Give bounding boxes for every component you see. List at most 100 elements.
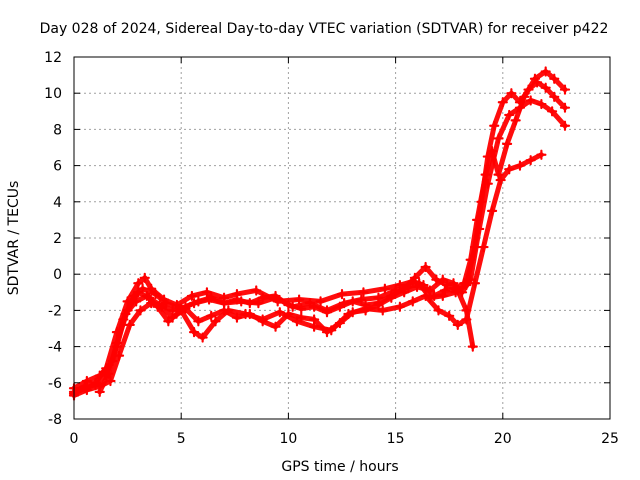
data-point-marker xyxy=(493,169,504,180)
data-point-marker xyxy=(347,296,358,307)
data-point-marker xyxy=(514,160,526,171)
data-point-marker xyxy=(373,298,384,309)
y-tick-label: -6 xyxy=(48,376,62,392)
data-point-marker xyxy=(167,305,178,316)
data-point-marker xyxy=(409,272,420,283)
data-point-marker xyxy=(514,102,526,113)
data-point-marker xyxy=(486,205,498,216)
data-point-marker xyxy=(334,317,345,329)
data-point-marker xyxy=(294,294,305,305)
data-point-marker xyxy=(103,368,114,379)
data-point-marker xyxy=(377,305,388,316)
data-point-marker xyxy=(394,301,405,312)
data-point-marker xyxy=(360,299,371,311)
y-tick-label: -8 xyxy=(48,412,62,428)
data-point-marker xyxy=(437,290,448,302)
data-point-marker xyxy=(547,106,558,117)
data-point-marker xyxy=(135,305,146,316)
data-point-marker xyxy=(504,164,515,175)
data-point-marker xyxy=(489,120,500,131)
data-point-marker xyxy=(549,73,560,84)
y-tick-label: -4 xyxy=(48,340,62,356)
data-point-marker xyxy=(474,223,485,235)
data-point-marker xyxy=(506,88,517,99)
x-tick-label: 25 xyxy=(601,431,619,447)
data-point-marker xyxy=(495,174,506,186)
data-point-marker xyxy=(321,307,333,318)
data-point-marker xyxy=(347,307,358,318)
data-point-marker xyxy=(379,283,390,294)
data-point-marker xyxy=(465,274,476,285)
data-point-marker xyxy=(154,299,165,311)
data-point-marker xyxy=(94,386,105,397)
data-point-marker xyxy=(540,66,551,77)
data-point-marker xyxy=(105,375,116,387)
data-point-marker xyxy=(283,299,294,311)
data-point-marker xyxy=(336,289,348,300)
data-point-marker xyxy=(497,97,508,108)
data-point-marker xyxy=(81,384,92,396)
data-point-marker xyxy=(124,319,135,330)
data-point-marker xyxy=(478,241,489,253)
data-point-marker xyxy=(549,91,560,102)
data-point-marker xyxy=(501,138,513,149)
y-tick-label: 4 xyxy=(53,195,62,211)
data-point-marker xyxy=(525,95,536,106)
series-track-5 xyxy=(94,261,478,397)
data-point-marker xyxy=(270,290,281,302)
x-tick-label: 5 xyxy=(177,431,186,447)
data-point-marker xyxy=(186,290,198,302)
data-point-marker xyxy=(461,305,472,316)
data-point-marker xyxy=(180,301,191,312)
data-point-marker xyxy=(536,98,547,110)
data-point-marker xyxy=(139,272,150,283)
y-axis-label: SDTVAR / TECUs xyxy=(6,181,22,296)
data-point-marker xyxy=(81,375,92,387)
data-point-marker xyxy=(441,279,453,291)
data-point-marker xyxy=(315,296,326,307)
data-point-marker xyxy=(399,283,410,294)
y-tick-label: 6 xyxy=(53,159,62,175)
data-point-marker xyxy=(321,327,333,338)
data-point-marker xyxy=(111,337,122,349)
data-point-marker xyxy=(193,316,204,327)
x-tick-label: 20 xyxy=(494,431,512,447)
data-point-marker xyxy=(188,327,200,338)
data-point-marker xyxy=(206,292,217,303)
data-point-marker xyxy=(296,303,307,314)
data-point-marker xyxy=(270,321,281,332)
y-tick-label: -2 xyxy=(48,303,62,319)
data-point-marker xyxy=(197,332,208,343)
data-point-marker xyxy=(143,292,155,303)
data-point-marker xyxy=(431,274,442,285)
data-point-marker xyxy=(523,84,534,95)
data-point-marker xyxy=(424,285,436,296)
data-point-marker xyxy=(274,307,285,318)
data-point-marker xyxy=(231,312,243,323)
data-point-marker xyxy=(201,287,213,298)
tick-layer: 0 5 10 15 20 25 -8 -6 -4 -2 0 2 4 6 8 10 12 xyxy=(44,50,619,447)
data-point-marker xyxy=(444,310,455,321)
data-point-marker xyxy=(334,301,345,312)
data-point-marker xyxy=(452,319,463,330)
y-tick-label: 2 xyxy=(53,231,62,247)
x-tick-label: 15 xyxy=(387,431,405,447)
data-point-marker xyxy=(504,109,515,121)
data-point-marker xyxy=(482,151,493,162)
data-point-marker xyxy=(411,281,423,292)
data-point-marker xyxy=(386,290,397,302)
data-point-marker xyxy=(452,285,463,296)
y-tick-label: 12 xyxy=(44,50,62,66)
data-point-marker xyxy=(467,341,478,352)
data-point-marker xyxy=(559,120,571,131)
data-point-marker xyxy=(540,82,551,93)
data-point-marker xyxy=(210,316,221,327)
data-point-marker xyxy=(150,289,161,300)
data-point-marker xyxy=(193,296,204,307)
series-layer xyxy=(68,66,571,401)
y-tick-label: 8 xyxy=(53,122,62,138)
data-point-marker xyxy=(536,149,547,160)
data-point-marker xyxy=(309,314,320,325)
data-point-marker xyxy=(122,305,133,316)
